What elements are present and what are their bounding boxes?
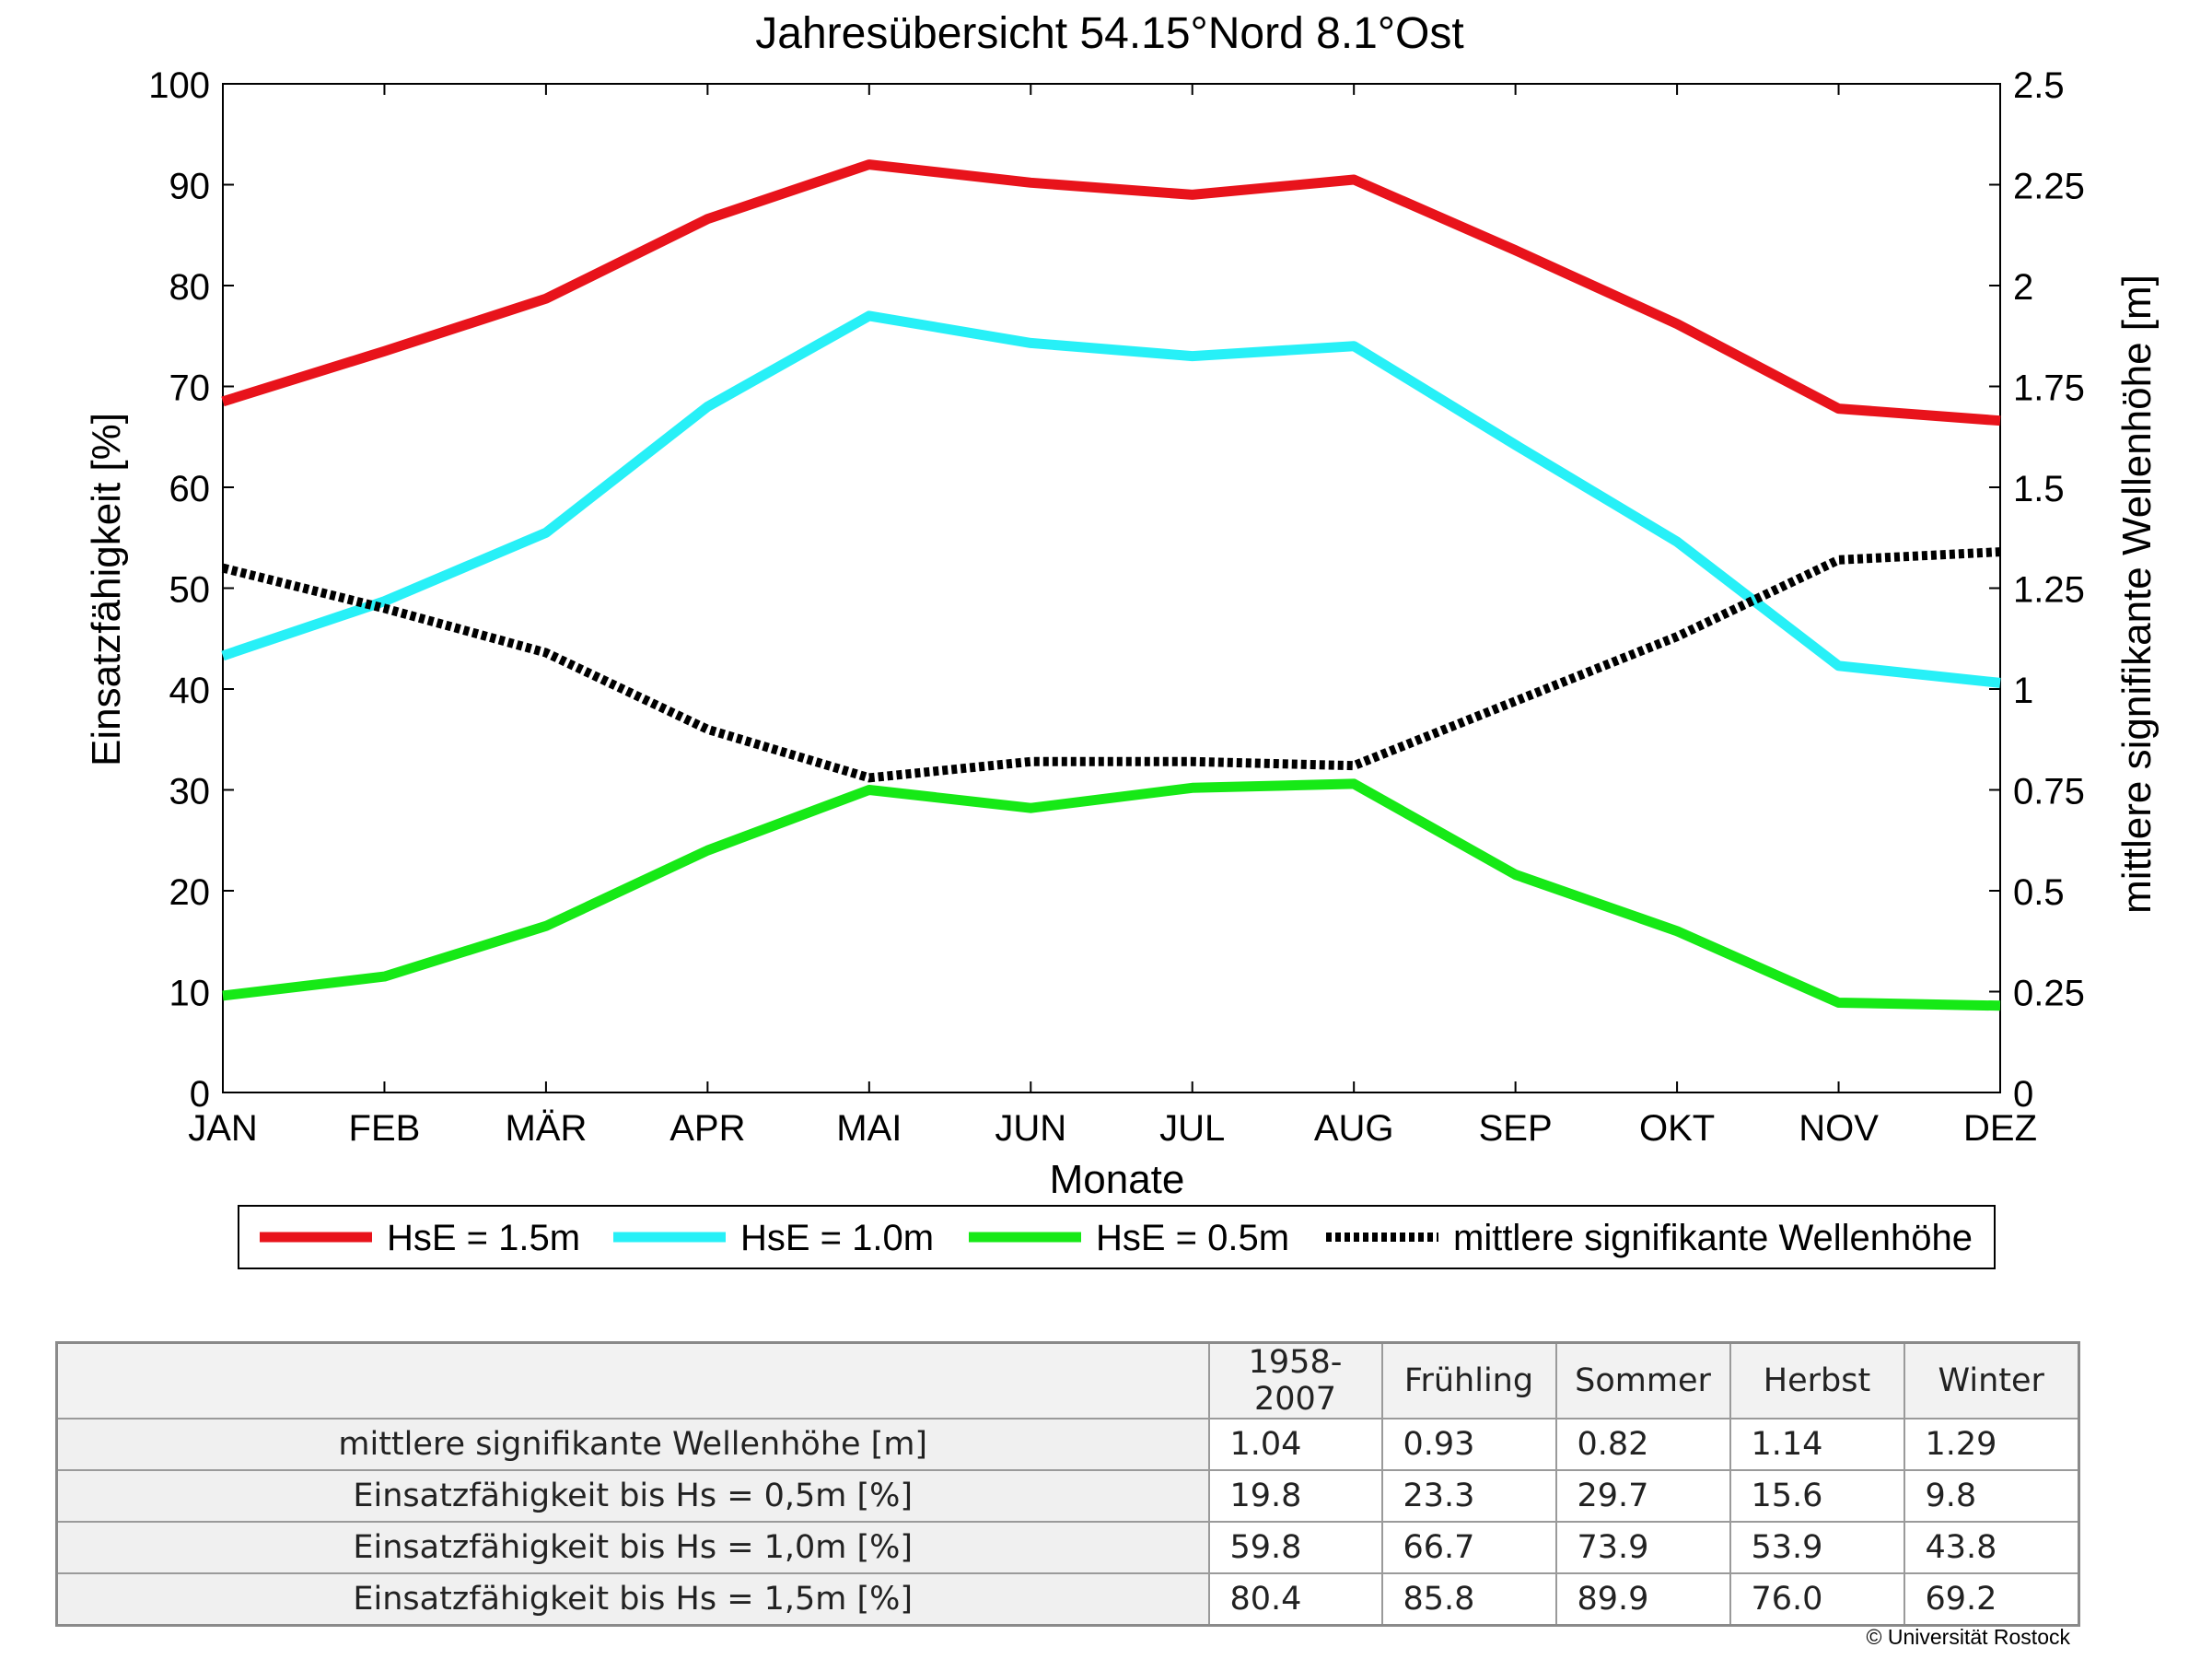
y-tick-label-right: 0.5 (2013, 872, 2065, 913)
y-tick-label-right: 2.25 (2013, 167, 2085, 207)
table-header-row: 1958-2007 Frühling Sommer Herbst Winter (55, 1341, 2080, 1419)
y-tick-label-right: 1.25 (2013, 570, 2085, 611)
table-header-cell: Winter (1903, 1341, 2080, 1419)
right-axis: 0 0.25 0.5 0.75 1 1.25 1.5 1.75 2 2.25 2.5 (1989, 65, 2085, 1115)
table-cell: 69.2 (1903, 1572, 2080, 1627)
series-line (221, 310, 2001, 688)
legend-label: HsE = 1.0m (740, 1218, 934, 1258)
legend-label: HsE = 0.5m (1096, 1218, 1289, 1258)
table-cell: 0.93 (1380, 1418, 1557, 1471)
y-tick-label-right: 2.5 (2013, 65, 2065, 106)
legend-items: HsE = 1.5m HsE = 1.0m HsE = 0.5m mittlere s… (260, 1218, 1973, 1258)
table-cell: 89.9 (1554, 1572, 1731, 1627)
row-label: Einsatzfähigkeit bis Hs = 1,5m [%] (55, 1572, 1210, 1627)
x-tick-label: APR (669, 1108, 745, 1149)
row-label: Einsatzfähigkeit bis Hs = 0,5m [%] (55, 1469, 1210, 1523)
y-axis-label-right: mittlere signifikante Wellenhöhe [m] (2114, 275, 2160, 914)
table-cell: 85.8 (1380, 1572, 1557, 1627)
y-tick-label: 50 (169, 570, 211, 611)
x-tick-label: JUL (1159, 1108, 1225, 1149)
series-line (221, 159, 2001, 426)
table-header-cell: Frühling (1380, 1341, 1557, 1419)
table-cell: 66.7 (1380, 1521, 1557, 1574)
table-cell: 80.4 (1207, 1572, 1383, 1627)
table-cell: 1.14 (1729, 1418, 1905, 1471)
legend-label: mittlere signifikante Wellenhöhe (1453, 1218, 1973, 1258)
table-header-cell: Sommer (1554, 1341, 1731, 1419)
y-tick-label: 80 (169, 267, 211, 308)
table-header-cell: 1958-2007 (1207, 1341, 1383, 1419)
y-tick-label: 60 (169, 469, 211, 509)
legend: HsE = 1.5m HsE = 1.0m HsE = 0.5m mittlere s… (238, 1205, 1996, 1269)
y-tick-label: 10 (169, 974, 211, 1014)
table-row: Einsatzfähigkeit bis Hs = 1,0m [%] 59.8 … (55, 1521, 2080, 1574)
x-axis-label: Monate (1050, 1157, 1185, 1202)
table-row: mittlere signifikante Wellenhöhe [m] 1.0… (55, 1418, 2080, 1471)
y-tick-label: 0 (190, 1074, 210, 1115)
x-tick-label: FEB (349, 1108, 421, 1149)
table-cell: 19.8 (1207, 1469, 1383, 1523)
series-line (222, 778, 2001, 1011)
table-cell: 1.29 (1903, 1418, 2080, 1471)
table-row: Einsatzfähigkeit bis Hs = 1,5m [%] 80.4 … (55, 1572, 2080, 1627)
y-tick-label: 70 (169, 368, 211, 409)
x-tick-label: JAN (188, 1108, 258, 1149)
copyright-notice: © Universität Rostock (1866, 1625, 2070, 1649)
table-cell: 29.7 (1554, 1469, 1731, 1523)
y-tick-label: 20 (169, 872, 211, 913)
y-tick-label-right: 0.25 (2013, 974, 2085, 1014)
y-tick-label: 30 (169, 772, 211, 812)
y-tick-label-right: 1.75 (2013, 368, 2085, 409)
series-line (221, 547, 2001, 783)
table-cell: 59.8 (1207, 1521, 1383, 1574)
statistics-table: 1958-2007 Frühling Sommer Herbst Winter … (55, 1341, 2080, 1627)
row-label: Einsatzfähigkeit bis Hs = 1,0m [%] (55, 1521, 1210, 1574)
table-cell: 15.6 (1729, 1469, 1905, 1523)
x-tick-label: SEP (1479, 1108, 1553, 1149)
x-tick-label: JUN (995, 1108, 1066, 1149)
table-cell: 1.04 (1207, 1418, 1383, 1471)
chart-title: Jahresübersicht 54.15°Nord 8.1°Ost (755, 9, 1463, 58)
table-cell: 73.9 (1554, 1521, 1731, 1574)
x-tick-label: AUG (1314, 1108, 1394, 1149)
y-tick-label-right: 1.5 (2013, 469, 2065, 509)
left-axis: 0 10 20 30 40 50 60 70 80 90 100 (148, 65, 234, 1115)
table-cell: 0.82 (1554, 1418, 1731, 1471)
y-tick-label: 90 (169, 167, 211, 207)
y-tick-label-right: 1 (2013, 671, 2033, 711)
table-row: Einsatzfähigkeit bis Hs = 0,5m [%] 19.8 … (55, 1469, 2080, 1523)
table-header-cell (55, 1341, 1210, 1419)
legend-label: HsE = 1.5m (387, 1218, 580, 1258)
row-label: mittlere signifikante Wellenhöhe [m] (55, 1418, 1210, 1471)
x-tick-label: MAI (836, 1108, 902, 1149)
y-tick-label: 40 (169, 671, 211, 711)
x-tick-label: DEZ (1963, 1108, 2037, 1149)
x-tick-label: OKT (1639, 1108, 1715, 1149)
y-tick-label-right: 2 (2013, 267, 2033, 308)
y-tick-label: 100 (148, 65, 210, 106)
table-cell: 23.3 (1380, 1469, 1557, 1523)
series-lines (221, 159, 2001, 1011)
table-cell: 76.0 (1729, 1572, 1905, 1627)
table-cell: 43.8 (1903, 1521, 2080, 1574)
y-tick-label-right: 0.75 (2013, 772, 2085, 812)
y-axis-label: Einsatzfähigkeit [%] (84, 413, 129, 766)
table-cell: 53.9 (1729, 1521, 1905, 1574)
table-header-cell: Herbst (1729, 1341, 1905, 1419)
table-cell: 9.8 (1903, 1469, 2080, 1523)
x-tick-label: MÄR (505, 1108, 587, 1149)
x-tick-label: NOV (1799, 1108, 1879, 1149)
x-axis: JAN FEB MÄR APR MAI JUN JUL AUG SEP OKT NOV DEZ (188, 84, 2037, 1149)
y-tick-label-right: 0 (2013, 1074, 2033, 1115)
legend-box (238, 1205, 1996, 1269)
